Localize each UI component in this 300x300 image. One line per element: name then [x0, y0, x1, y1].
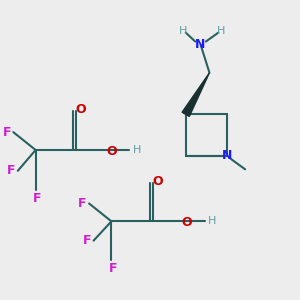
Text: H: H	[208, 216, 217, 226]
Text: F: F	[109, 262, 117, 275]
Text: F: F	[83, 234, 91, 247]
Text: H: H	[217, 26, 226, 36]
Text: F: F	[78, 197, 87, 210]
Text: O: O	[75, 103, 86, 116]
Text: N: N	[195, 38, 206, 51]
Text: F: F	[33, 192, 41, 205]
Text: F: F	[7, 164, 16, 177]
Text: N: N	[222, 149, 232, 162]
Polygon shape	[182, 73, 209, 116]
Text: F: F	[3, 126, 11, 139]
Text: H: H	[178, 26, 187, 36]
Text: O: O	[152, 175, 163, 188]
Text: O: O	[106, 145, 117, 158]
Text: O: O	[182, 216, 193, 229]
Text: H: H	[133, 145, 141, 155]
